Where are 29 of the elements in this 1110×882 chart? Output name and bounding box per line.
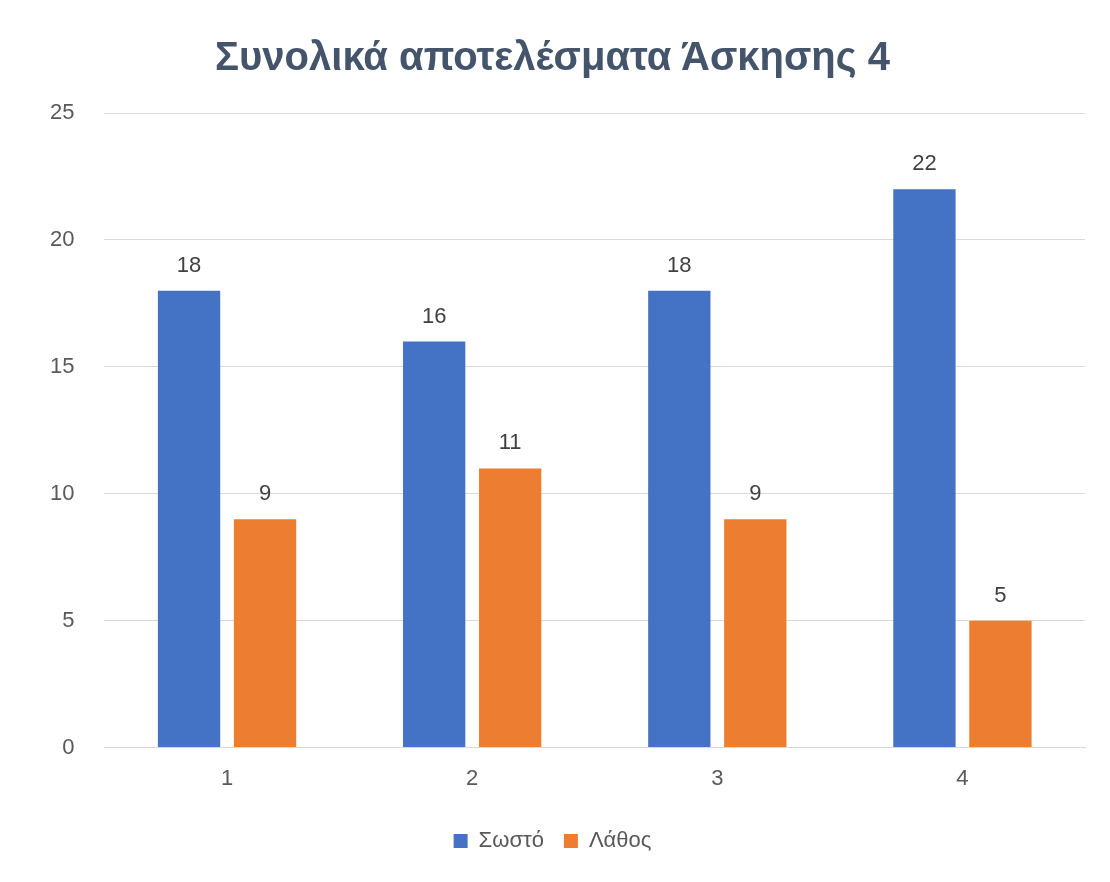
x-tick-label: 3 xyxy=(711,764,724,790)
data-label: 18 xyxy=(667,251,692,277)
x-tick-label: 4 xyxy=(956,764,969,790)
chart-title: Συνολικά αποτελέσματα Άσκησης 4 xyxy=(215,34,891,80)
data-label: 11 xyxy=(498,429,522,455)
y-tick-label: 5 xyxy=(62,606,75,632)
data-label: 9 xyxy=(258,480,272,506)
bar xyxy=(969,620,1032,748)
bar xyxy=(648,290,711,748)
bar xyxy=(724,519,787,748)
y-tick-label: 10 xyxy=(49,479,75,505)
data-label: 9 xyxy=(749,480,762,506)
bar xyxy=(893,189,956,748)
data-label: 5 xyxy=(994,581,1007,607)
legend-label: Λάθος xyxy=(588,827,652,853)
y-tick-label: 25 xyxy=(49,99,75,125)
data-label: 22 xyxy=(912,150,937,176)
bar xyxy=(403,341,466,748)
x-tick-label: 1 xyxy=(220,764,234,790)
bar xyxy=(479,468,542,748)
y-tick-label: 0 xyxy=(62,733,75,759)
x-tick-label: 2 xyxy=(466,764,479,790)
data-label: 18 xyxy=(176,251,202,277)
bar xyxy=(157,290,221,748)
y-tick-label: 15 xyxy=(49,352,75,378)
bar xyxy=(233,519,297,748)
legend-label: Σωστό xyxy=(478,827,544,853)
data-label: 16 xyxy=(421,302,447,328)
y-tick-label: 20 xyxy=(49,225,75,251)
